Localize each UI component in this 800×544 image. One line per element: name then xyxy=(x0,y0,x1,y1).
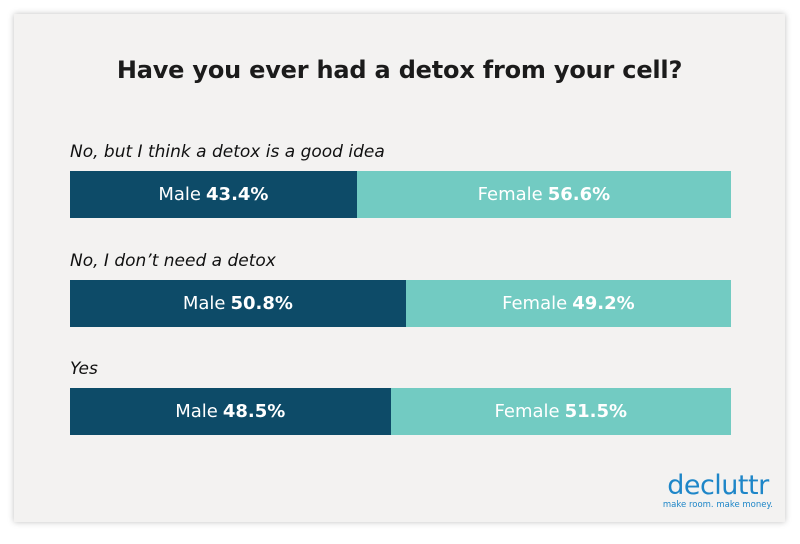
segment-value-label: 48.5% xyxy=(222,401,286,422)
segment-value-label: 51.5% xyxy=(564,401,628,422)
category-label: Yes xyxy=(70,359,98,379)
bar-segment-female: Female 49.2% xyxy=(405,280,731,327)
bar-segment-female: Female 56.6% xyxy=(356,171,731,218)
stacked-bar: Male 43.4% Female 56.6% xyxy=(70,171,731,218)
segment-value-label: 43.4% xyxy=(206,184,269,205)
segment-value-label: 56.6% xyxy=(547,184,611,205)
bar-segment-female: Female 51.5% xyxy=(390,388,731,435)
segment-series-label: Male xyxy=(175,401,218,422)
bar-segment-male: Male 50.8% xyxy=(70,280,406,327)
bar-segment-male: Male 48.5% xyxy=(70,388,391,435)
decluttr-logo: decluttr make room. make money. xyxy=(662,470,773,511)
segment-series-label: Female xyxy=(502,293,568,314)
segment-value-label: 49.2% xyxy=(572,293,635,314)
chart-card: Have you ever had a detox from your cell… xyxy=(14,14,785,522)
chart-title: Have you ever had a detox from your cell… xyxy=(116,56,683,84)
segment-series-label: Male xyxy=(158,184,202,205)
logo-wordmark: decluttr xyxy=(667,470,769,501)
segment-series-label: Male xyxy=(182,293,226,314)
category-label: No, I don’t need a detox xyxy=(70,251,276,271)
logo-tagline: make room. make money. xyxy=(662,500,773,510)
bar-segment-male: Male 43.4% xyxy=(70,171,357,218)
segment-series-label: Female xyxy=(477,184,543,205)
stacked-bar: Male 48.5% Female 51.5% xyxy=(70,388,731,435)
category-label: No, but I think a detox is a good idea xyxy=(70,142,385,162)
stacked-bar: Male 50.8% Female 49.2% xyxy=(70,280,731,327)
segment-series-label: Female xyxy=(494,401,560,422)
segment-value-label: 50.8% xyxy=(230,293,293,314)
